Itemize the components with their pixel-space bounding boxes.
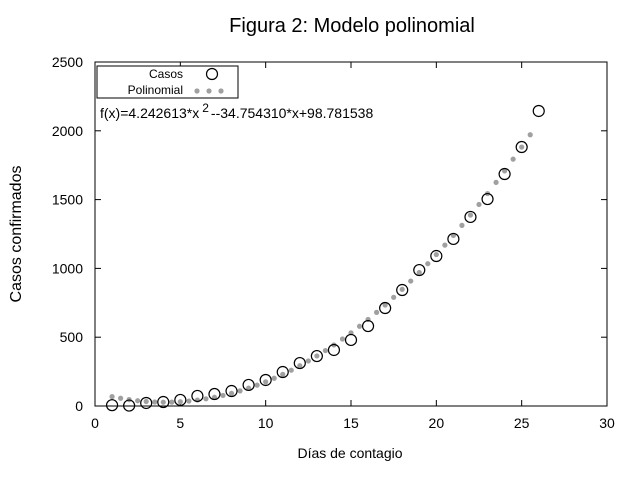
polinomial-point [246, 385, 252, 391]
polinomial-point [391, 294, 397, 300]
polinomial-point [459, 222, 465, 228]
polinomial-point [493, 179, 499, 185]
legend-label-casos: Casos [149, 67, 183, 81]
polinomial-point [288, 367, 294, 373]
casos-point [242, 378, 255, 392]
polinomial-point [527, 132, 533, 138]
polinomial-point [160, 399, 166, 405]
polinomial-point [280, 371, 286, 377]
polinomial-point [118, 395, 124, 401]
polinomial-point [228, 390, 235, 396]
polinomial-point [254, 382, 260, 388]
casos-point [361, 319, 375, 333]
casos-point [157, 395, 170, 409]
polinomial-point [211, 394, 218, 400]
polinomial-point [305, 358, 311, 364]
casos-point [481, 192, 494, 206]
casos-point [208, 387, 221, 401]
polinomial-point [442, 242, 448, 248]
legend-label-polinomial: Polinomial [128, 83, 183, 97]
casos-point [140, 396, 153, 410]
polinomial-point [339, 336, 346, 342]
y-tick-label: 0 [75, 398, 83, 414]
polinomial-point [399, 286, 405, 292]
casos-point [174, 393, 187, 407]
polinomial-point [416, 269, 422, 276]
y-tick-label: 1000 [52, 260, 83, 276]
casos-point [259, 373, 272, 387]
polinomial-point [374, 309, 380, 315]
casos-point [105, 399, 119, 412]
polinomial-point [237, 388, 243, 394]
casos-point [191, 389, 204, 403]
y-tick-label: 500 [60, 329, 84, 345]
polinomial-point [519, 144, 525, 150]
casos-point [293, 356, 306, 370]
legend-marker-polinomial [218, 88, 224, 94]
x-tick-label: 10 [258, 415, 274, 431]
legend-marker-polinomial [206, 88, 212, 94]
x-tick-label: 5 [176, 415, 184, 431]
legend-marker-casos [205, 67, 219, 81]
polinomial-point [322, 347, 328, 354]
casos-point [225, 384, 238, 398]
polinomial-point [271, 375, 277, 381]
casos-point [123, 399, 136, 412]
y-tick-label: 1500 [52, 192, 83, 208]
polinomial-point [203, 396, 209, 402]
polinomial-point [314, 353, 320, 359]
x-tick-label: 0 [91, 415, 99, 431]
polinomial-point [356, 323, 363, 329]
polinomial-point [510, 156, 516, 162]
polinomial-point [135, 398, 141, 404]
polinomial-point [467, 212, 474, 218]
polinomial-point [169, 399, 175, 405]
y-axis-label: Casos confirmados [8, 166, 25, 303]
x-tick-label: 20 [429, 415, 445, 431]
polinomial-point [433, 251, 439, 258]
polinomial-point [143, 398, 149, 405]
polinomial-point [263, 379, 269, 385]
polinomial-point [152, 399, 158, 405]
polinomial-point [382, 302, 388, 308]
polinomial-point [186, 398, 192, 404]
y-tick-label: 2500 [52, 54, 83, 70]
polinomial-point [220, 392, 226, 399]
polinomial-point [109, 394, 115, 400]
polinomial-point [297, 363, 303, 369]
casos-point [413, 263, 426, 277]
x-tick-label: 25 [514, 415, 530, 431]
polinomial-point [177, 399, 183, 405]
casos-point [430, 249, 443, 263]
casos-point [498, 167, 511, 181]
casos-point [532, 104, 545, 118]
x-tick-label: 30 [599, 415, 615, 431]
fit-equation: f(x)=4.242613*x 2 --34.754310*x+98.781538 [100, 101, 373, 121]
casos-point [464, 210, 477, 224]
polinomial-point [476, 201, 482, 208]
casos-point [344, 333, 358, 347]
legend-marker-polinomial [194, 88, 200, 94]
polinomial-point [502, 168, 508, 174]
casos-point [515, 140, 528, 154]
casos-point [447, 232, 460, 246]
x-tick-label: 15 [343, 415, 359, 431]
casos-point [379, 301, 392, 315]
x-axis-label: Días de contagio [297, 445, 402, 461]
casos-point [327, 343, 341, 357]
casos-point [310, 349, 323, 363]
chart-title: Figura 2: Modelo polinomial [229, 15, 475, 37]
legend-box [96, 65, 239, 99]
polinomial-point [425, 261, 431, 267]
legend: Casos Polinomial [96, 65, 239, 99]
y-tick-label: 2000 [52, 123, 83, 139]
polinomial-point [408, 278, 414, 284]
casos-point [396, 283, 409, 297]
casos-point [276, 365, 289, 379]
